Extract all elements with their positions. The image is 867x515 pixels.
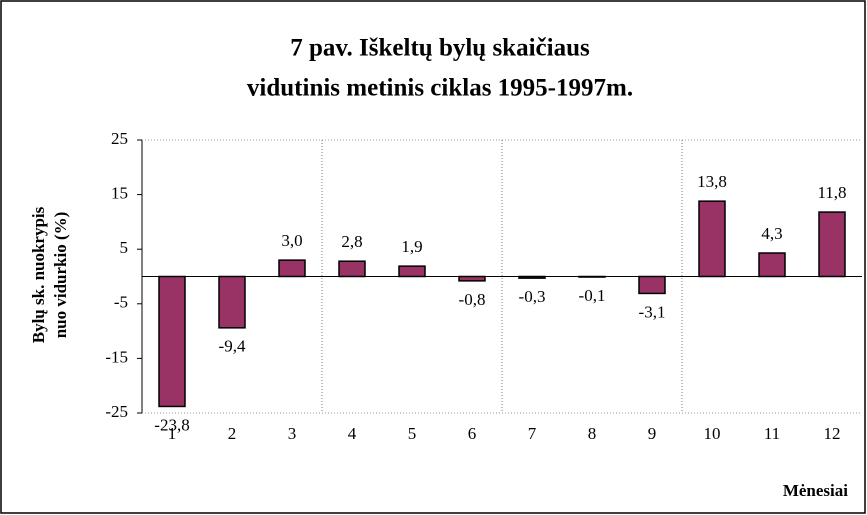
data-label: 3,0 — [281, 231, 302, 250]
y-tick-label: -25 — [105, 402, 128, 421]
x-tick-label: 10 — [704, 424, 721, 443]
data-label: -23,8 — [154, 415, 189, 434]
x-tick-label: 11 — [764, 424, 780, 443]
y-axis-title-line: Bylų sk. nuokrypis — [29, 206, 48, 343]
bar — [278, 259, 306, 278]
y-axis-title: Bylų sk. nuokrypis nuo vidurkio (%) — [29, 206, 70, 343]
bar — [638, 275, 666, 295]
bar — [158, 275, 186, 408]
x-tick-label: 2 — [228, 424, 237, 443]
chart-title: 7 pav. Iškeltų bylų skaičiaus — [290, 35, 590, 62]
data-label: 2,8 — [341, 232, 362, 251]
bar — [398, 265, 426, 278]
bar — [758, 252, 786, 278]
x-tick-label: 12 — [824, 424, 841, 443]
x-tick-label: 9 — [648, 424, 657, 443]
y-tick-label: 5 — [120, 238, 129, 257]
y-tick-label: -5 — [114, 293, 128, 312]
chart-title: vidutinis metinis ciklas 1995-1997m. — [247, 75, 633, 102]
y-tick-label: 15 — [111, 184, 128, 203]
x-tick-label: 3 — [288, 424, 297, 443]
x-tick-label: 6 — [468, 424, 477, 443]
data-label: -3,1 — [639, 302, 666, 321]
data-label: -0,3 — [519, 287, 546, 306]
bar — [458, 275, 486, 282]
data-label: -0,8 — [459, 290, 486, 309]
y-axis-title-line: nuo vidurkio (%) — [51, 212, 70, 339]
data-label: 1,9 — [401, 237, 422, 256]
data-label: -9,4 — [219, 337, 246, 356]
x-tick-label: 4 — [348, 424, 357, 443]
x-tick-label: 5 — [408, 424, 417, 443]
bar — [698, 200, 726, 278]
data-label: 4,3 — [761, 224, 782, 243]
data-label: -0,1 — [579, 286, 606, 305]
data-label: 11,8 — [817, 183, 846, 202]
y-tick-label: -15 — [105, 347, 128, 366]
data-label: 13,8 — [697, 172, 727, 191]
x-tick-label: 7 — [528, 424, 537, 443]
x-tick-label: 8 — [588, 424, 597, 443]
bar — [338, 260, 366, 278]
x-tick-label: 1 — [168, 424, 177, 443]
y-tick-label: 25 — [111, 129, 128, 148]
bar — [818, 211, 846, 278]
bar — [218, 275, 246, 329]
x-axis-title: Mėnesiai — [783, 481, 848, 500]
